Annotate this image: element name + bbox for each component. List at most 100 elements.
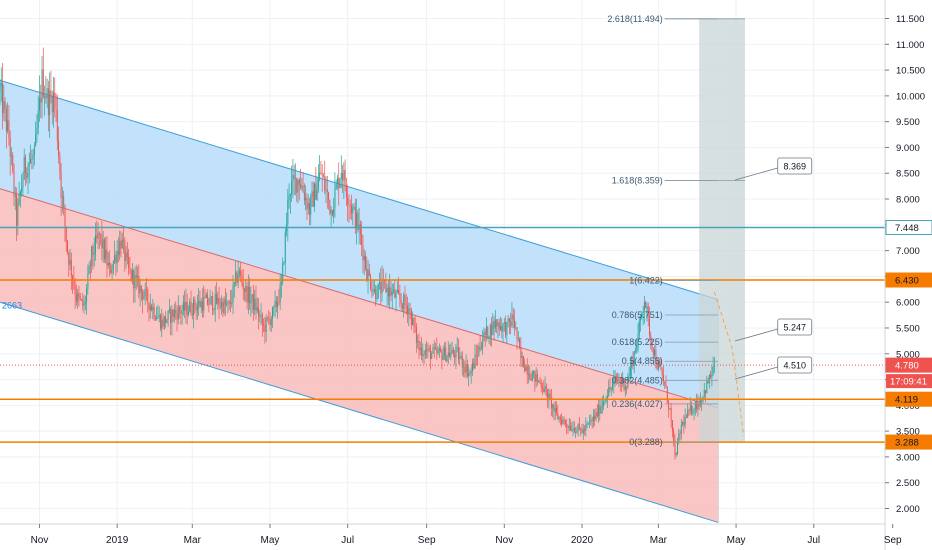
candle-body: [478, 346, 480, 356]
candle-body: [703, 389, 705, 397]
candle-body: [342, 173, 344, 181]
candle-body: [387, 287, 389, 297]
candle-body: [259, 315, 261, 317]
candle-body: [181, 310, 183, 314]
fib-level-label: 2.618(11.494): [607, 14, 662, 24]
candle-body: [549, 393, 551, 398]
candle-body: [119, 240, 121, 256]
candle-body: [586, 423, 588, 425]
candle-body: [60, 173, 62, 198]
candle-body: [145, 288, 147, 290]
candle-body: [258, 307, 260, 317]
candle-body: [705, 389, 707, 394]
price-tick-label: 11.500: [896, 14, 924, 25]
candle-body: [474, 354, 476, 369]
candle-body: [529, 374, 531, 379]
candle-body: [706, 381, 708, 394]
candle-body: [240, 270, 242, 276]
candle-body: [508, 318, 510, 323]
price-tick-label: 2.000: [896, 504, 920, 515]
candle-body: [152, 306, 154, 311]
candle-body: [194, 299, 196, 308]
candle-body: [596, 412, 598, 417]
candle-body: [190, 301, 192, 314]
price-tick-label: 10.500: [896, 66, 925, 77]
price-badge-label: 4.780: [895, 361, 919, 372]
candle-body: [303, 192, 305, 201]
candle-body: [264, 325, 266, 332]
candle-body: [418, 340, 420, 351]
candle-body: [349, 204, 351, 206]
candle-body: [559, 417, 561, 420]
candle-body: [528, 374, 530, 376]
candle-body: [93, 253, 95, 255]
candle-body: [502, 323, 504, 332]
candle-body: [322, 175, 324, 177]
candle-body: [31, 158, 33, 160]
candle-body: [687, 410, 689, 418]
candle-body: [171, 309, 173, 323]
candle-body: [38, 97, 40, 111]
candle-body: [567, 426, 569, 429]
candle-body: [451, 349, 453, 354]
candle-body: [4, 101, 6, 110]
candle-body: [460, 355, 462, 358]
candle-body: [428, 348, 430, 349]
candle-body: [519, 338, 521, 348]
candle-body: [338, 177, 340, 188]
candle-body: [657, 362, 659, 370]
candle-body: [334, 188, 336, 209]
candle-body: [572, 428, 574, 431]
time-tick-label: Sep: [418, 535, 436, 546]
candle-body: [437, 350, 439, 354]
candle-body: [636, 348, 638, 351]
candle-body: [246, 285, 248, 303]
candle-body: [273, 306, 275, 308]
candle-body: [671, 420, 673, 432]
candle-body: [26, 172, 28, 178]
candle-body: [231, 301, 233, 304]
candle-body: [95, 235, 97, 254]
candle-body: [22, 179, 24, 188]
candle-body: [116, 250, 118, 264]
candle-body: [107, 262, 109, 266]
candle-body: [525, 366, 527, 372]
candle-body: [307, 203, 309, 210]
candle-body: [530, 378, 532, 381]
candle-body: [110, 264, 112, 274]
candle-body: [357, 212, 359, 230]
price-tick-label: 11.000: [896, 40, 924, 51]
candle-body: [643, 302, 645, 312]
price-badge-label: 4.119: [895, 395, 918, 406]
candle-body: [255, 298, 257, 311]
candle-body: [186, 301, 188, 315]
candle-body: [232, 284, 234, 302]
candle-body: [414, 326, 416, 328]
candle-body: [308, 203, 310, 215]
candle-body: [154, 317, 156, 320]
channel-lower-line: [0, 301, 719, 523]
candle-body: [499, 325, 501, 330]
candle-body: [503, 322, 505, 324]
candle-body: [17, 203, 19, 226]
time-tick-label: Nov: [495, 535, 513, 546]
candle-body: [470, 371, 472, 374]
price-badge: [885, 219, 932, 235]
candle-body: [245, 285, 247, 292]
candle-body: [311, 191, 313, 197]
candle-body: [252, 294, 254, 310]
candle-body: [628, 376, 630, 379]
candle-body: [66, 241, 68, 253]
candle-body: [55, 96, 57, 110]
candle-body: [485, 326, 487, 335]
candle-body: [184, 301, 186, 311]
candle-body: [100, 233, 102, 235]
candle-body: [394, 289, 396, 298]
callouts: 8.369 5.247 4.510: [734, 157, 813, 380]
time-axis-panel: [0, 524, 885, 550]
channel-lower-fill: [0, 188, 719, 523]
candle-body: [441, 351, 443, 360]
candle-body: [148, 302, 150, 310]
candle-body: [684, 416, 686, 426]
